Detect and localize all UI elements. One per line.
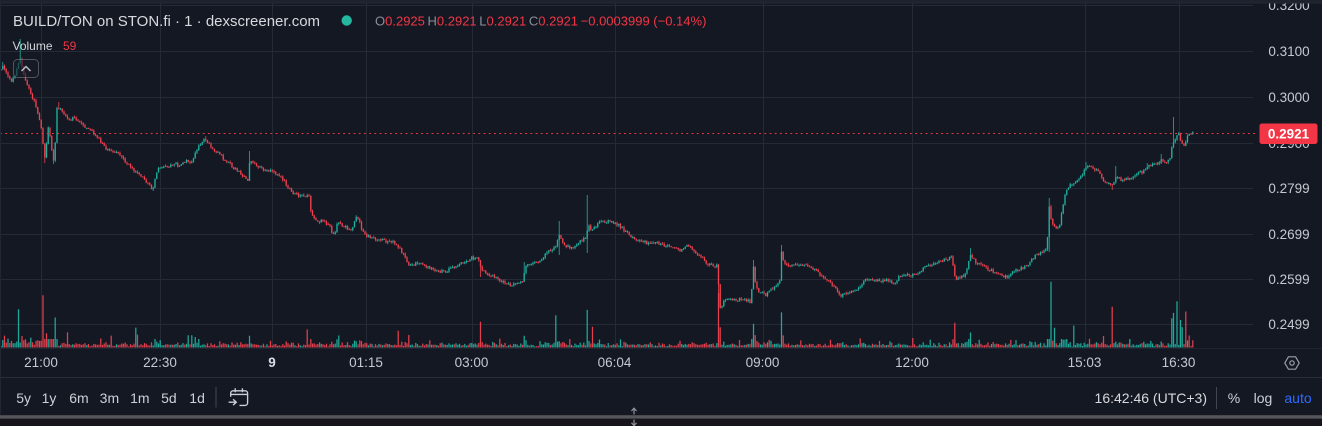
- svg-text:22:30: 22:30: [143, 355, 177, 370]
- svg-text:06:04: 06:04: [598, 355, 632, 370]
- svg-text:%: %: [1228, 390, 1240, 406]
- svg-text:0.3000: 0.3000: [1268, 90, 1309, 105]
- svg-text:16:42:46 (UTC+3): 16:42:46 (UTC+3): [1095, 390, 1207, 406]
- svg-text:O0.2925 H0.2921 L0.2921 C0.292: O0.2925 H0.2921 L0.2921 C0.2921 −0.00039…: [375, 14, 706, 29]
- svg-text:9: 9: [268, 355, 276, 370]
- svg-text:5y: 5y: [16, 390, 31, 406]
- svg-text:log: log: [1254, 390, 1273, 406]
- svg-text:03:00: 03:00: [455, 355, 489, 370]
- svg-text:5d: 5d: [161, 390, 177, 406]
- svg-text:BUILD/TON on STON.fi · 1 · dex: BUILD/TON on STON.fi · 1 · dexscreener.c…: [13, 13, 320, 30]
- svg-text:09:00: 09:00: [746, 355, 780, 370]
- svg-text:1d: 1d: [189, 390, 205, 406]
- svg-text:59: 59: [63, 39, 77, 53]
- svg-text:0.2799: 0.2799: [1268, 181, 1309, 196]
- svg-text:1y: 1y: [42, 390, 57, 406]
- svg-text:Volume: Volume: [13, 39, 53, 53]
- svg-text:0.2699: 0.2699: [1268, 227, 1309, 242]
- svg-text:0.2921: 0.2921: [1268, 126, 1310, 141]
- svg-text:0.2499: 0.2499: [1268, 317, 1309, 332]
- svg-text:auto: auto: [1284, 390, 1311, 406]
- svg-text:15:03: 15:03: [1068, 355, 1102, 370]
- svg-text:12:00: 12:00: [895, 355, 929, 370]
- svg-text:21:00: 21:00: [24, 355, 58, 370]
- svg-text:6m: 6m: [69, 390, 88, 406]
- svg-text:3m: 3m: [100, 390, 119, 406]
- svg-text:01:15: 01:15: [349, 355, 383, 370]
- svg-text:1m: 1m: [130, 390, 149, 406]
- svg-text:16:30: 16:30: [1162, 355, 1196, 370]
- svg-text:0.3100: 0.3100: [1268, 44, 1309, 59]
- svg-text:0.2599: 0.2599: [1268, 272, 1309, 287]
